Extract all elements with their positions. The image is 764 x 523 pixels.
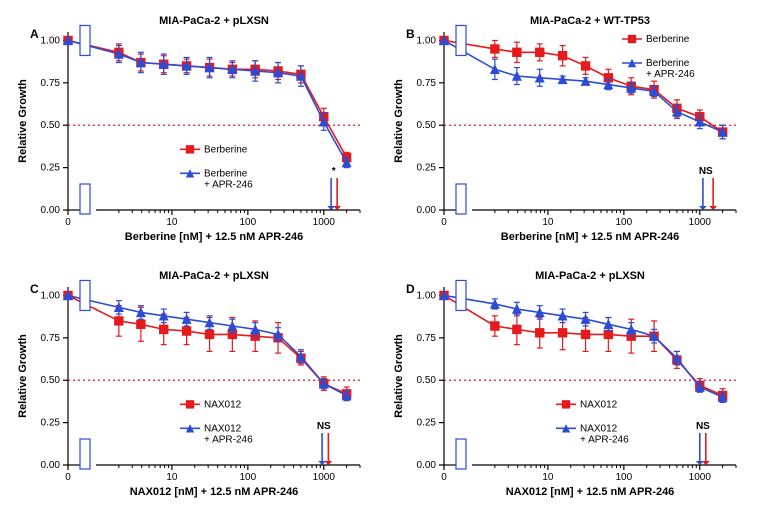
svg-text:0.25: 0.25 [417,417,437,428]
svg-text:*: * [332,166,336,177]
svg-text:1000: 1000 [313,472,336,483]
svg-text:0.50: 0.50 [417,375,437,386]
svg-text:+ APR-246: + APR-246 [646,69,695,80]
svg-text:0.50: 0.50 [41,120,61,131]
svg-text:NS: NS [317,421,331,432]
chart-grid: A MIA-PaCa-2 + pLXSN 0.00 0.25 0.50 0.75 1.00 R… [10,10,754,513]
svg-text:100: 100 [240,217,257,228]
svg-text:10: 10 [542,217,554,228]
svg-text:NS: NS [696,421,710,432]
svg-text:1000: 1000 [689,472,712,483]
svg-text:MIA-PaCa-2 + WT-TP53: MIA-PaCa-2 + WT-TP53 [530,15,650,27]
svg-text:Berberine: Berberine [204,168,248,179]
svg-text:1.00: 1.00 [41,35,61,46]
svg-text:NAX012: NAX012 [204,423,242,434]
panel-b: B MIA-PaCa-2 + WT-TP53 0.00 0.25 0.50 0.75 1.0… [386,10,756,259]
svg-text:Relative Growth: Relative Growth [17,79,29,163]
svg-text:1000: 1000 [689,217,712,228]
svg-text:1000: 1000 [313,217,336,228]
panel-a: A MIA-PaCa-2 + pLXSN 0.00 0.25 0.50 0.75 1.00 R… [10,10,380,259]
svg-text:100: 100 [616,472,633,483]
svg-text:100: 100 [616,217,633,228]
svg-text:0.75: 0.75 [41,332,61,343]
svg-text:10: 10 [166,217,178,228]
svg-text:MIA-PaCa-2 + pLXSN: MIA-PaCa-2 + pLXSN [159,270,269,282]
svg-text:Berberine [nM] + 12.5 nM APR-2: Berberine [nM] + 12.5 nM APR-246 [501,231,679,243]
svg-text:0: 0 [441,472,447,483]
svg-text:1.00: 1.00 [417,290,437,301]
svg-text:0: 0 [65,472,71,483]
svg-text:NAX012 [nM] + 12.5 nM APR-246: NAX012 [nM] + 12.5 nM APR-246 [130,486,299,498]
svg-text:NAX012: NAX012 [580,399,618,410]
svg-text:Relative Growth: Relative Growth [393,79,405,163]
svg-text:Berberine: Berberine [646,34,690,45]
svg-text:Berberine: Berberine [646,58,690,69]
svg-text:0.75: 0.75 [417,78,437,89]
svg-text:0.00: 0.00 [417,205,437,216]
panel-c: C MIA-PaCa-2 + pLXSN 0.00 0.25 0.50 0.75 1.00 R… [10,265,380,514]
svg-text:0.75: 0.75 [417,332,437,343]
svg-text:0.00: 0.00 [41,205,61,216]
svg-text:D: D [406,282,415,296]
svg-text:C: C [30,282,39,296]
svg-text:B: B [406,27,415,41]
svg-text:0.25: 0.25 [417,163,437,174]
panel-d: D MIA-PaCa-2 + pLXSN 0.00 0.25 0.50 0.75 1.00 R… [386,265,756,514]
svg-text:Berberine [nM] + 12.5 nM APR-2: Berberine [nM] + 12.5 nM APR-246 [125,231,303,243]
svg-text:0: 0 [441,217,447,228]
svg-text:100: 100 [240,472,257,483]
svg-text:0: 0 [65,217,71,228]
svg-text:0.50: 0.50 [41,375,61,386]
svg-text:+ APR-246: + APR-246 [204,434,253,445]
svg-text:0.75: 0.75 [41,78,61,89]
svg-text:Relative Growth: Relative Growth [17,333,29,417]
svg-text:MIA-PaCa-2 + pLXSN: MIA-PaCa-2 + pLXSN [535,270,645,282]
svg-text:0.25: 0.25 [41,163,61,174]
svg-text:Berberine: Berberine [204,144,248,155]
svg-text:A: A [30,27,39,41]
svg-text:NAX012: NAX012 [580,423,618,434]
svg-text:+ APR-246: + APR-246 [204,179,253,190]
svg-text:0.00: 0.00 [41,460,61,471]
svg-text:0.50: 0.50 [417,120,437,131]
svg-text:MIA-PaCa-2 + pLXSN: MIA-PaCa-2 + pLXSN [159,15,269,27]
svg-text:1.00: 1.00 [41,290,61,301]
svg-text:NAX012 [nM] + 12.5 nM APR-246: NAX012 [nM] + 12.5 nM APR-246 [506,486,675,498]
svg-text:+ APR-246: + APR-246 [580,434,629,445]
svg-text:NS: NS [699,166,713,177]
svg-text:0.00: 0.00 [417,460,437,471]
svg-text:10: 10 [542,472,554,483]
svg-text:1.00: 1.00 [417,35,437,46]
svg-text:0.25: 0.25 [41,417,61,428]
svg-text:Relative Growth: Relative Growth [393,333,405,417]
svg-text:10: 10 [166,472,178,483]
svg-text:NAX012: NAX012 [204,399,242,410]
